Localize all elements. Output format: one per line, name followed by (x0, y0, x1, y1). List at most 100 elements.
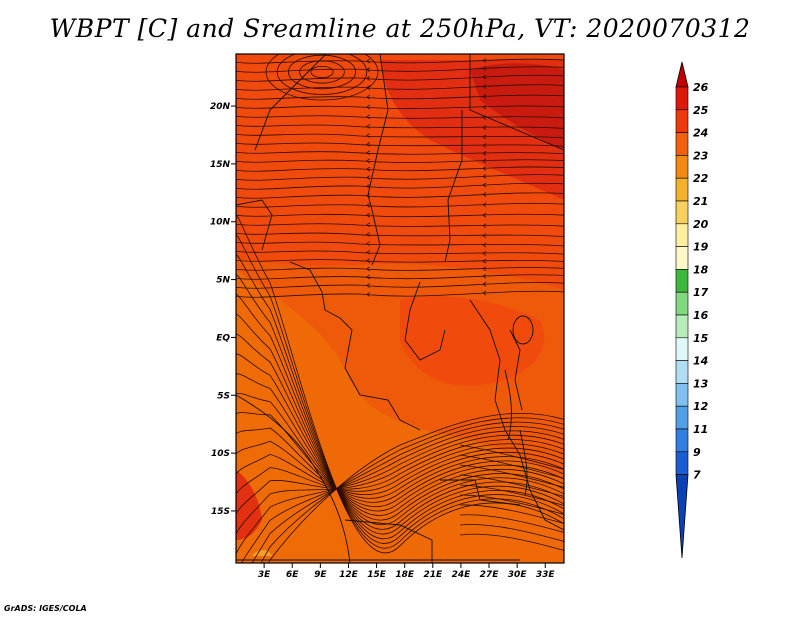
colorbar-segment (675, 291, 689, 316)
country-border (404, 281, 446, 361)
streamline (260, 417, 564, 563)
colorbar-segment (675, 109, 689, 133)
streamline-arrow (482, 266, 487, 271)
colorbar-label: 9 (693, 446, 701, 459)
streamline-arrow (366, 85, 371, 90)
streamline-arrow (482, 212, 487, 218)
streamline-arrow (366, 166, 371, 172)
streamline-arrow (482, 94, 487, 99)
streamline-arrow (366, 266, 371, 272)
country-border (367, 54, 389, 266)
streamline-arrow (366, 249, 371, 255)
lake-tanganyika (504, 369, 512, 441)
country-border (469, 54, 564, 151)
streamline (236, 427, 564, 503)
streamline (459, 444, 564, 470)
colorbar-segment (675, 223, 689, 247)
streamline (236, 440, 564, 499)
colorbar-segment (675, 177, 689, 202)
country-border (236, 199, 273, 251)
streamline (236, 412, 564, 507)
streamline (459, 514, 564, 533)
streamline (459, 533, 564, 551)
colorbar-label: 14 (693, 355, 708, 368)
lon-tick-label: 30E (508, 570, 528, 580)
streamline (459, 454, 564, 479)
colorbar-label: 22 (693, 172, 709, 185)
streamline (236, 213, 564, 554)
colorbar-segment (675, 337, 689, 361)
streamline-arrow (366, 222, 371, 228)
colorbar-label: 13 (693, 377, 709, 390)
colorbar-segment (675, 200, 689, 225)
lat-tick-label: 10S (211, 449, 230, 459)
country-border (469, 299, 506, 431)
colorbar-label: 19 (693, 241, 709, 254)
streamline-arrow (482, 251, 487, 256)
streamline (236, 434, 564, 535)
country-border (440, 479, 521, 506)
streamline-arrow (366, 142, 371, 147)
colorbar-label: 15 (693, 332, 709, 345)
lon-tick-label: 15E (367, 570, 387, 580)
streamline-arrow (366, 202, 371, 208)
colorbar-segment (675, 451, 689, 475)
streamline-arrow (482, 281, 487, 287)
colorbar-segment (675, 314, 689, 339)
streamline (268, 412, 564, 563)
streamline (236, 333, 564, 526)
streamline-arrow (366, 241, 371, 246)
streamline-arrow (366, 283, 371, 288)
colorbar-label: 21 (693, 195, 708, 208)
streamline (236, 392, 564, 512)
streamline-arrow (482, 104, 487, 110)
colorbar-segment (675, 269, 689, 293)
colorbar-label: 16 (693, 309, 709, 322)
country-border (236, 394, 351, 563)
streamline-arrow (482, 134, 487, 140)
streamline-arrow (482, 166, 487, 171)
streamline-arrow (482, 273, 487, 279)
streamline (459, 474, 564, 497)
colorbar-segment (675, 428, 689, 453)
colorbar-segment (675, 86, 689, 111)
streamline-arrow (482, 182, 487, 188)
colorbar-label: 26 (693, 81, 709, 94)
country-border (444, 110, 463, 263)
lat-tick-label: 10N (210, 218, 231, 228)
streamline (236, 439, 564, 515)
colorbar-label: 7 (693, 469, 701, 482)
streamline-arrow (482, 158, 487, 164)
streamline-arrow (366, 104, 371, 110)
lon-tick-label: 6E (286, 570, 299, 580)
country-border (289, 261, 353, 369)
streamline-arrow (366, 133, 371, 138)
colorbar-label: 20 (693, 218, 709, 231)
lon-tick-label: 12E (339, 570, 359, 580)
streamline (236, 253, 564, 544)
colorbar-segment (675, 360, 689, 384)
streamline (236, 273, 564, 540)
colorbar-label: 11 (693, 423, 708, 436)
streamline (459, 504, 564, 524)
streamline-arrow (366, 58, 371, 64)
lat-tick-label: 5S (217, 391, 230, 401)
streamline (251, 421, 564, 563)
streamline-vortex (299, 60, 345, 84)
country-border (344, 519, 433, 563)
country-border (504, 429, 564, 531)
latitude-axis: 20N 15N 10N 5N EQ 5S 10S 15S (210, 102, 236, 517)
colorbar-segment (675, 383, 689, 407)
country-border (344, 367, 421, 431)
streamline-arrow (366, 184, 371, 189)
streamline-vortex (265, 54, 379, 101)
streamline-arrow (482, 151, 487, 156)
chart-title: WBPT [C] and Sreamline at 250hPa, VT: 20… (49, 14, 751, 43)
streamline-arrow (482, 258, 487, 264)
lon-tick-label: 27E (480, 570, 500, 580)
colorbar-segment (675, 246, 689, 270)
colorbar-segment (675, 405, 689, 430)
lat-tick-label: EQ (216, 333, 230, 343)
lon-tick-label: 24E (452, 570, 472, 580)
colorbar-label: 25 (693, 104, 709, 117)
